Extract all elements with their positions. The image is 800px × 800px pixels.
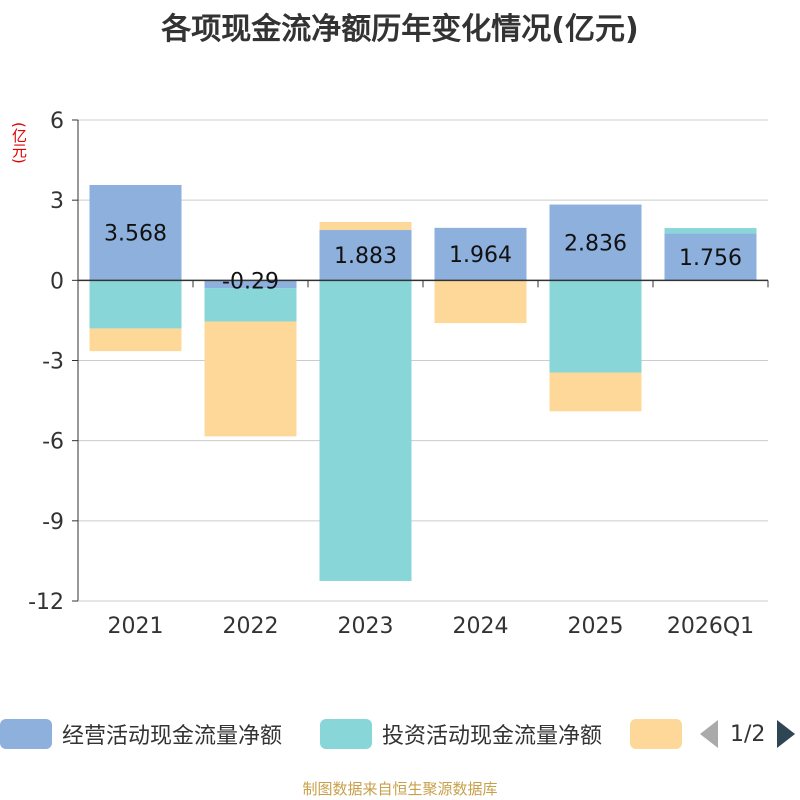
y-tick-label: 3 <box>50 189 64 214</box>
legend-swatch-operating <box>0 719 52 749</box>
legend-item-financing[interactable] <box>630 718 692 750</box>
x-tick-label-2022: 2022 <box>223 614 279 639</box>
x-tick-label-2024: 2024 <box>453 614 509 639</box>
x-tick-label-2023: 2023 <box>338 614 394 639</box>
data-label-2024: 1.964 <box>449 243 512 268</box>
bar-chart: 6 3 0 -3 -6 -9 -12 2021 2022 2023 2024 2025 2026Q1 3… <box>28 109 769 639</box>
y-tick-label: -12 <box>28 590 64 615</box>
y-tick-label: 0 <box>50 269 64 294</box>
y-axis-unit-label: (亿元) <box>10 122 28 164</box>
legend-label-investing: 投资活动现金流量净额 <box>382 724 603 749</box>
bar-operating-2024 <box>434 227 527 281</box>
legend: 经营活动现金流量净额 投资活动现金流量净额 1/2 <box>0 712 800 756</box>
data-label-2021: 3.568 <box>104 222 167 247</box>
bar-operating-2023 <box>319 230 412 281</box>
legend-item-operating[interactable]: 经营活动现金流量净额 <box>0 718 282 750</box>
legend-next-arrow-icon[interactable] <box>777 720 796 748</box>
x-tick-label-2021: 2021 <box>108 614 164 639</box>
legend-swatch-financing <box>630 719 682 749</box>
bar-financing-2022 <box>204 321 297 437</box>
bar-financing-2024 <box>434 280 527 324</box>
legend-page-indicator: 1/2 <box>730 721 766 747</box>
y-tick-label: -6 <box>42 430 64 455</box>
data-label-2022: -0.29 <box>222 269 279 294</box>
legend-swatch-investing <box>320 719 372 749</box>
bar-operating-2026Q1 <box>664 233 757 281</box>
x-tick-label-2026Q1: 2026Q1 <box>667 614 754 639</box>
bar-investing-2023 <box>319 280 412 581</box>
bar-operating-2022 <box>204 280 297 289</box>
axes: 6 3 0 -3 -6 -9 -12 2021 2022 2023 2024 2025 2026Q1 <box>28 109 769 639</box>
data-label-2023: 1.883 <box>334 244 397 269</box>
data-source-note: 制图数据来自恒生聚源数据库 <box>302 780 498 798</box>
legend-label-operating: 经营活动现金流量净额 <box>62 724 283 749</box>
bar-financing-2023 <box>319 221 412 231</box>
legend-pager: 1/2 <box>700 718 796 750</box>
y-tick-label: -3 <box>42 350 64 375</box>
x-tick-label-2025: 2025 <box>568 614 624 639</box>
y-tick-label: 6 <box>50 109 64 134</box>
bar-investing-2021 <box>89 280 182 329</box>
data-labels: 3.568 -0.29 1.883 1.964 2.836 1.756 <box>104 222 742 295</box>
legend-prev-arrow-icon[interactable] <box>700 720 718 748</box>
bar-financing-2021 <box>89 328 182 352</box>
bar-investing-2025 <box>549 280 642 373</box>
bar-investing-2022 <box>204 288 297 322</box>
y-tick-label: -9 <box>42 510 64 535</box>
bar-operating-2021 <box>89 184 182 281</box>
chart-title: 各项现金流净额历年变化情况(亿元) <box>161 12 639 47</box>
legend-item-investing[interactable]: 投资活动现金流量净额 <box>320 718 602 750</box>
bar-financing-2025 <box>549 372 642 412</box>
data-label-2025: 2.836 <box>564 231 627 256</box>
data-label-2026Q1: 1.756 <box>679 246 742 271</box>
bars <box>89 184 757 581</box>
bar-operating-2025 <box>549 204 642 281</box>
bar-investing-2026Q1 <box>664 228 757 234</box>
